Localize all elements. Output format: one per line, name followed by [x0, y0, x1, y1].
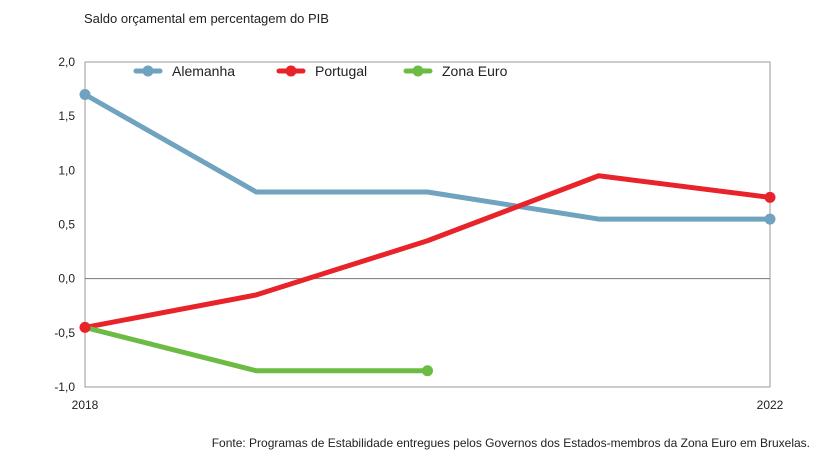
- series-lines: [82, 92, 773, 374]
- x-axis-ticks: 2018 2022: [72, 398, 784, 412]
- x-tick-label: 2018: [72, 398, 99, 412]
- series-markers: [79, 89, 776, 377]
- series-line: [82, 92, 773, 222]
- data-point: [764, 213, 776, 225]
- data-point: [79, 321, 91, 333]
- chart-title: Saldo orçamental em percentagem do PIB: [84, 11, 329, 26]
- legend: Alemanha Portugal Zona Euro: [133, 63, 508, 79]
- legend-label: Zona Euro: [442, 63, 508, 79]
- legend-swatch-marker: [412, 65, 424, 77]
- legend-label: Alemanha: [172, 63, 235, 79]
- chart-source: Fonte: Programas de Estabilidade entregu…: [211, 436, 810, 450]
- y-tick-label: -0,5: [54, 326, 75, 340]
- data-point: [79, 89, 91, 100]
- series-line: [82, 173, 773, 330]
- y-tick-label: 0,0: [58, 272, 75, 286]
- y-axis-ticks: 2,0 1,5 1,0 0,5 0,0 -0,5 -1,0: [54, 55, 75, 394]
- y-tick-label: 2,0: [58, 55, 75, 69]
- series-line: [82, 324, 430, 374]
- legend-label: Portugal: [315, 63, 367, 79]
- y-tick-label: 1,0: [58, 163, 75, 177]
- data-point: [422, 365, 433, 377]
- y-tick-label: -1,0: [54, 380, 75, 394]
- y-tick-label: 0,5: [58, 218, 75, 232]
- plot-frame: [84, 61, 771, 388]
- data-point: [764, 191, 776, 203]
- legend-swatch-marker: [142, 65, 154, 77]
- x-tick-label: 2022: [757, 398, 784, 412]
- legend-swatch-marker: [285, 65, 297, 77]
- y-tick-label: 1,5: [58, 109, 75, 123]
